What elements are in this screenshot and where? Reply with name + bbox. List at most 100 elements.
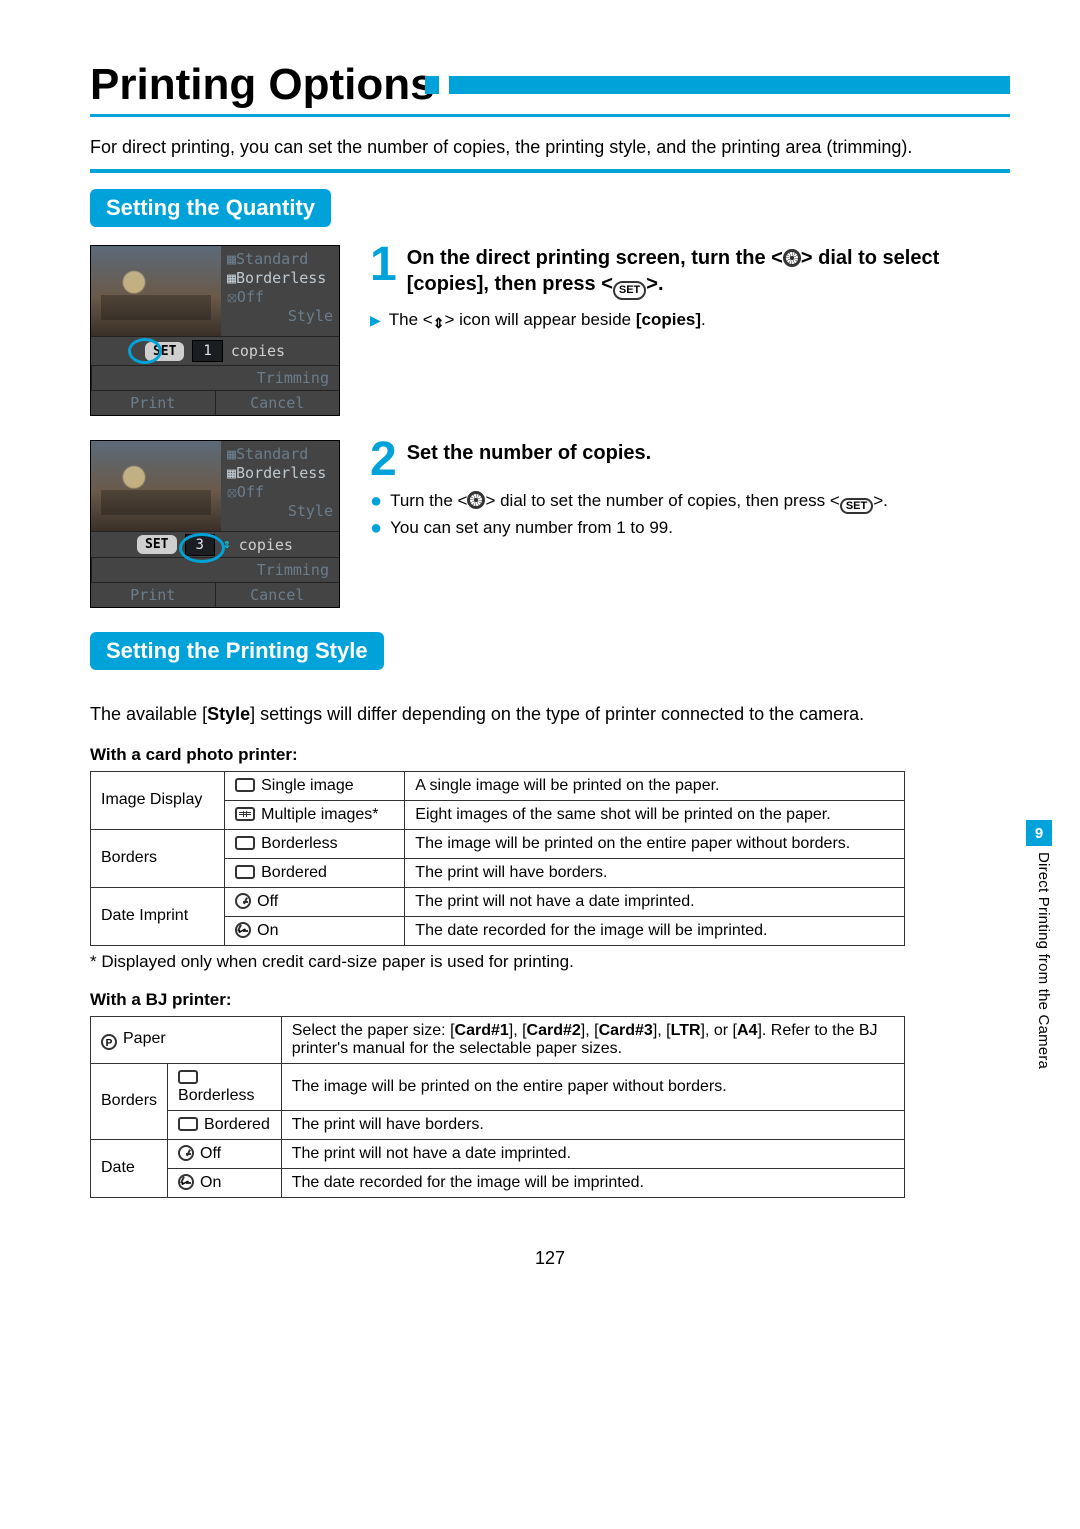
multi-image-icon (235, 807, 255, 821)
cell-group: Date Imprint (91, 887, 225, 945)
step-2-title: Set the number of copies. (407, 440, 651, 466)
cell-option: Borderless (168, 1063, 282, 1110)
screen-line-standard: ▦Standard (227, 250, 333, 268)
cell-desc: A single image will be printed on the pa… (405, 771, 905, 800)
cell-paper-label: PPaper (91, 1016, 282, 1063)
page-number: 127 (90, 1248, 1010, 1269)
table-row: Bordered The print will have borders. (91, 1110, 905, 1139)
table-row: Date Imprint Off The print will not have… (91, 887, 905, 916)
cell-option: On (225, 916, 405, 945)
table-row: Borders Borderless The image will be pri… (91, 1063, 905, 1110)
step-number-1: 1 (370, 245, 397, 286)
highlight-ring-icon (179, 533, 225, 563)
cell-option: Multiple images* (225, 800, 405, 829)
style-intro: The available [Style] settings will diff… (90, 702, 1010, 726)
chapter-tab: 9 (1026, 820, 1052, 846)
copies-label: copies (231, 342, 285, 360)
screen-line-off: ⦻Off (227, 483, 333, 501)
step-2-bullet-2: ● You can set any number from 1 to 99. (370, 518, 1010, 538)
cell-option: Bordered (168, 1110, 282, 1139)
step-2-block: ▦Standard ▦Borderless ⦻Off Style SET 3 ⇕… (90, 440, 1010, 608)
screen-cancel: Cancel (215, 391, 340, 415)
table-row: Borders Borderless The image will be pri… (91, 829, 905, 858)
cell-paper-desc: Select the paper size: [Card#1], [Card#2… (281, 1016, 904, 1063)
cell-desc: The image will be printed on the entire … (405, 829, 905, 858)
table-row: Date Off The print will not have a date … (91, 1139, 905, 1168)
cell-option: Bordered (225, 858, 405, 887)
step-1-title: On the direct printing screen, turn the … (407, 245, 1010, 299)
cell-group: Image Display (91, 771, 225, 829)
section-heading-style: Setting the Printing Style (90, 632, 384, 670)
dot-bullet-icon: ● (370, 491, 382, 514)
cell-desc: The print will have borders. (405, 858, 905, 887)
dial-icon (783, 249, 801, 267)
card-printer-table: Image Display Single image A single imag… (90, 771, 905, 946)
card-printer-title: With a card photo printer: (90, 745, 1010, 765)
dot-bullet-icon: ● (370, 518, 382, 538)
camera-thumbnail (91, 441, 221, 531)
step-number-2: 2 (370, 440, 397, 481)
card-footnote: * Displayed only when credit card-size p… (90, 952, 1010, 972)
cell-option: Off (168, 1139, 282, 1168)
set-icon: SET (840, 498, 873, 514)
bordered-icon (178, 1117, 198, 1131)
table-row: On The date recorded for the image will … (91, 1168, 905, 1197)
cell-option: Off (225, 887, 405, 916)
title-underline (90, 114, 1010, 117)
step-1-bullet: ▶ The <⇕> icon will appear beside [copie… (370, 310, 1010, 332)
screen-trimming: Trimming (91, 366, 339, 390)
page-title: Printing Options (90, 60, 1010, 110)
step-1-block: ▦Standard ▦Borderless ⦻Off Style SET 1 c… (90, 245, 1010, 416)
paper-icon: P (101, 1034, 117, 1050)
dial-icon (467, 491, 485, 509)
cell-group: Borders (91, 829, 225, 887)
screen-style-label: Style (227, 307, 333, 325)
set-button-icon: SET (137, 535, 176, 554)
table-row: Image Display Single image A single imag… (91, 771, 905, 800)
screen-style-label: Style (227, 502, 333, 520)
single-image-icon (235, 778, 255, 792)
screen-print: Print (91, 583, 215, 607)
clock-check-icon (235, 922, 251, 938)
title-accent-bar (449, 76, 1010, 94)
screen-print: Print (91, 391, 215, 415)
screen-trimming: Trimming (91, 558, 339, 582)
cell-desc: Eight images of the same shot will be pr… (405, 800, 905, 829)
clock-icon (235, 893, 251, 909)
bj-printer-table: PPaper Select the paper size: [Card#1], … (90, 1016, 905, 1198)
triangle-bullet-icon: ▶ (370, 310, 381, 332)
cell-desc: The print will have borders. (281, 1110, 904, 1139)
cell-option: Borderless (225, 829, 405, 858)
cell-option: On (168, 1168, 282, 1197)
cell-desc: The date recorded for the image will be … (405, 916, 905, 945)
screen-line-standard: ▦Standard (227, 445, 333, 463)
cell-option: Single image (225, 771, 405, 800)
bordered-icon (235, 865, 255, 879)
borderless-icon (178, 1070, 198, 1084)
set-icon: SET (613, 281, 646, 299)
clock-check-icon (178, 1174, 194, 1190)
page-intro: For direct printing, you can set the num… (90, 135, 1010, 159)
step-2-bullet-1: ● Turn the <> dial to set the number of … (370, 491, 1010, 514)
borderless-icon (235, 836, 255, 850)
copies-value: 1 (192, 340, 222, 362)
cell-group: Date (91, 1139, 168, 1197)
cell-group: Borders (91, 1063, 168, 1139)
chapter-side-label: Direct Printing from the Camera (1035, 852, 1052, 1069)
screen-line-off: ⦻Off (227, 288, 333, 306)
copies-label: copies (239, 536, 293, 554)
cell-desc: The print will not have a date imprinted… (281, 1139, 904, 1168)
screen-line-borderless: ▦Borderless (227, 464, 333, 482)
cell-desc: The print will not have a date imprinted… (405, 887, 905, 916)
table-row: PPaper Select the paper size: [Card#1], … (91, 1016, 905, 1063)
camera-screen-2: ▦Standard ▦Borderless ⦻Off Style SET 3 ⇕… (90, 440, 340, 608)
section-heading-quantity: Setting the Quantity (90, 189, 331, 227)
page-title-text: Printing Options (90, 60, 435, 110)
cell-desc: The date recorded for the image will be … (281, 1168, 904, 1197)
screen-cancel: Cancel (215, 583, 340, 607)
section-divider (90, 169, 1010, 173)
updown-icon: ⇕ (433, 315, 445, 332)
camera-screen-1: ▦Standard ▦Borderless ⦻Off Style SET 1 c… (90, 245, 340, 416)
screen-line-borderless: ▦Borderless (227, 269, 333, 287)
bj-printer-title: With a BJ printer: (90, 990, 1010, 1010)
